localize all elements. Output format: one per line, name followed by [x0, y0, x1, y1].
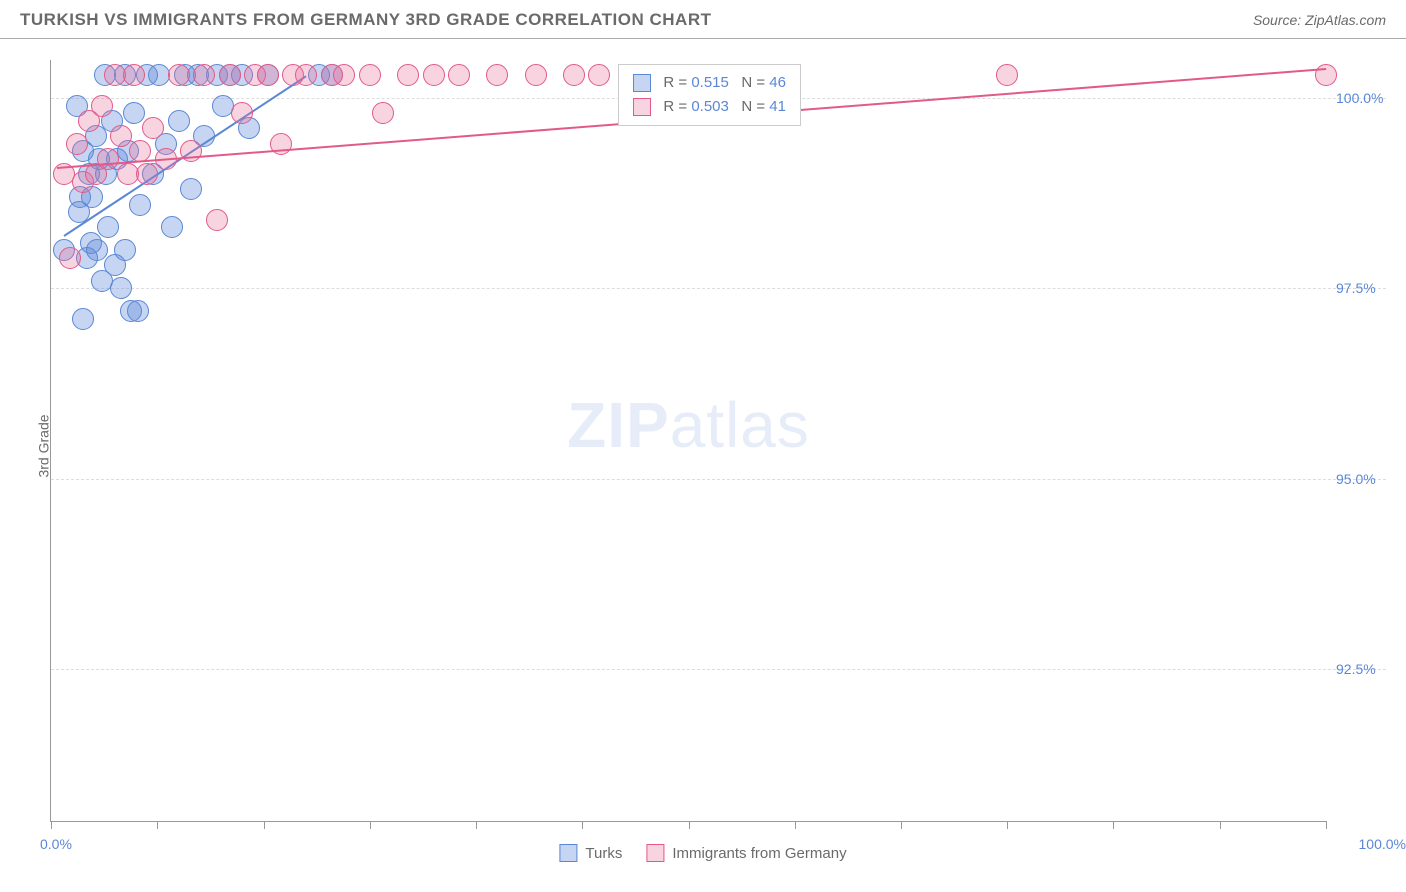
- legend-swatch-germany: [646, 844, 664, 862]
- scatter-point: [525, 64, 547, 86]
- stats-legend-swatch: [633, 98, 651, 116]
- scatter-point: [114, 239, 136, 261]
- legend-label-turks: Turks: [585, 845, 622, 862]
- plot-area: ZIPatlas 100.0%97.5%95.0%92.5%R = 0.515 …: [50, 60, 1326, 822]
- stats-legend-box: R = 0.515 N = 46R = 0.503 N = 41: [618, 64, 801, 126]
- scatter-point: [123, 64, 145, 86]
- scatter-point: [127, 300, 149, 322]
- scatter-point: [142, 117, 164, 139]
- watermark-bold: ZIP: [567, 389, 670, 461]
- scatter-point: [168, 110, 190, 132]
- scatter-point: [257, 64, 279, 86]
- watermark: ZIPatlas: [567, 388, 810, 462]
- scatter-point: [136, 163, 158, 185]
- legend-label-germany: Immigrants from Germany: [672, 845, 846, 862]
- scatter-point: [72, 308, 94, 330]
- scatter-point: [486, 64, 508, 86]
- scatter-point: [206, 209, 228, 231]
- stats-legend-text: R = 0.515 N = 46: [663, 71, 786, 95]
- y-tick-label: 95.0%: [1336, 471, 1396, 487]
- bottom-legend: Turks Immigrants from Germany: [559, 844, 846, 862]
- x-tick: [1220, 821, 1221, 829]
- scatter-point: [397, 64, 419, 86]
- stats-legend-row: R = 0.515 N = 46: [633, 71, 786, 95]
- x-tick: [51, 821, 52, 829]
- stats-legend-row: R = 0.503 N = 41: [633, 95, 786, 119]
- x-tick: [264, 821, 265, 829]
- scatter-point: [59, 247, 81, 269]
- x-tick: [689, 821, 690, 829]
- x-tick: [795, 821, 796, 829]
- x-tick: [157, 821, 158, 829]
- scatter-point: [448, 64, 470, 86]
- legend-item-germany: Immigrants from Germany: [646, 844, 846, 862]
- scatter-point: [219, 64, 241, 86]
- scatter-point: [91, 95, 113, 117]
- scatter-point: [97, 216, 119, 238]
- scatter-point: [123, 102, 145, 124]
- chart-source: Source: ZipAtlas.com: [1253, 12, 1386, 28]
- stats-legend-text: R = 0.503 N = 41: [663, 95, 786, 119]
- scatter-point: [359, 64, 381, 86]
- y-tick-label: 92.5%: [1336, 661, 1396, 677]
- legend-item-turks: Turks: [559, 844, 622, 862]
- scatter-point: [193, 64, 215, 86]
- scatter-point: [86, 239, 108, 261]
- scatter-point: [129, 194, 151, 216]
- gridline-h: [51, 288, 1386, 289]
- x-tick: [582, 821, 583, 829]
- scatter-point: [423, 64, 445, 86]
- stats-legend-swatch: [633, 74, 651, 92]
- scatter-point: [295, 64, 317, 86]
- legend-swatch-turks: [559, 844, 577, 862]
- x-tick: [1007, 821, 1008, 829]
- scatter-point: [110, 125, 132, 147]
- scatter-point: [372, 102, 394, 124]
- scatter-point: [168, 64, 190, 86]
- scatter-point: [231, 102, 253, 124]
- scatter-point: [161, 216, 183, 238]
- x-max-label: 100.0%: [1359, 836, 1406, 852]
- chart-title: TURKISH VS IMMIGRANTS FROM GERMANY 3RD G…: [20, 10, 712, 30]
- watermark-rest: atlas: [670, 389, 810, 461]
- scatter-point: [996, 64, 1018, 86]
- y-tick-label: 97.5%: [1336, 280, 1396, 296]
- scatter-point: [563, 64, 585, 86]
- chart-area: ZIPatlas 100.0%97.5%95.0%92.5%R = 0.515 …: [50, 60, 1326, 822]
- gridline-h: [51, 479, 1386, 480]
- x-tick: [370, 821, 371, 829]
- y-tick-label: 100.0%: [1336, 90, 1396, 106]
- scatter-point: [97, 148, 119, 170]
- scatter-point: [333, 64, 355, 86]
- chart-header: TURKISH VS IMMIGRANTS FROM GERMANY 3RD G…: [0, 0, 1406, 39]
- x-min-label: 0.0%: [40, 836, 72, 852]
- x-tick: [1113, 821, 1114, 829]
- x-tick: [1326, 821, 1327, 829]
- gridline-h: [51, 669, 1386, 670]
- x-tick: [901, 821, 902, 829]
- scatter-point: [66, 133, 88, 155]
- scatter-point: [588, 64, 610, 86]
- x-tick: [476, 821, 477, 829]
- scatter-point: [110, 277, 132, 299]
- scatter-point: [180, 178, 202, 200]
